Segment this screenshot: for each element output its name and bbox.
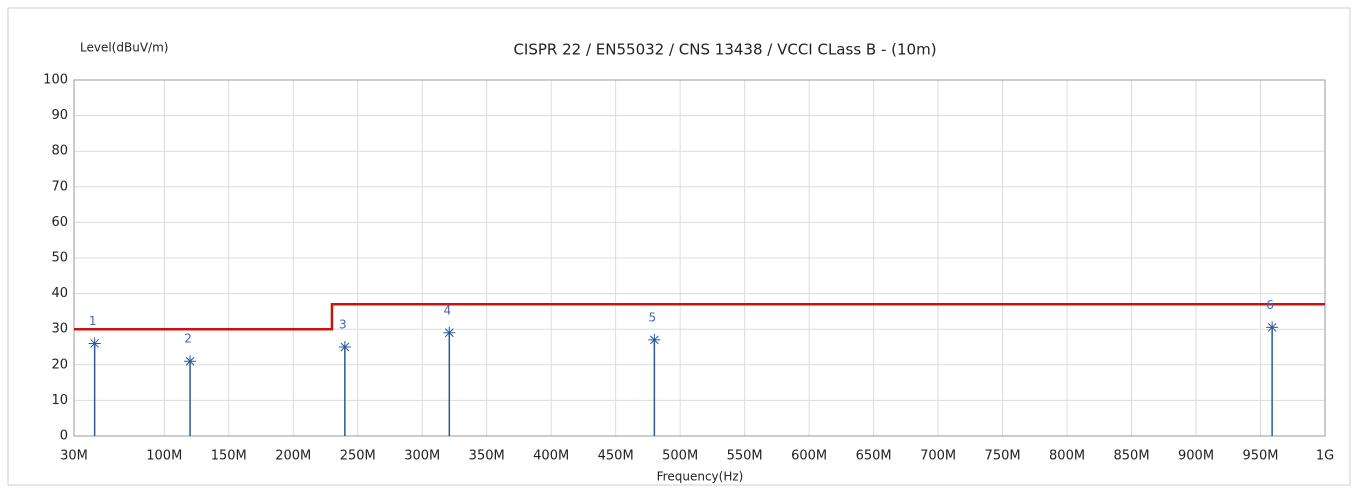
peak-label: 6 xyxy=(1266,298,1274,312)
y-tick-label: 90 xyxy=(51,108,68,123)
x-tick-label: 850M xyxy=(1114,449,1150,464)
peak-label: 2 xyxy=(184,332,192,346)
y-tick-label: 30 xyxy=(51,322,68,337)
x-tick-label: 30M xyxy=(60,449,88,464)
y-tick-label: 0 xyxy=(60,429,68,444)
peak-label: 5 xyxy=(649,310,657,324)
x-tick-label: 150M xyxy=(211,449,247,464)
x-tick-label: 700M xyxy=(920,449,956,464)
x-tick-label: 650M xyxy=(856,449,892,464)
x-tick-label: 900M xyxy=(1178,449,1214,464)
peak-marker xyxy=(338,341,351,353)
peak-marker xyxy=(184,355,197,368)
x-tick-label: 400M xyxy=(533,449,569,464)
y-tick-label: 60 xyxy=(51,215,68,230)
x-tick-label: 300M xyxy=(404,449,440,464)
peak-marker xyxy=(648,333,661,346)
chart-frame xyxy=(7,7,1351,486)
y-tick-label: 50 xyxy=(51,251,68,266)
y-tick-label: 40 xyxy=(51,286,68,301)
y-tick-label: 70 xyxy=(51,179,68,194)
x-tick-label: 950M xyxy=(1242,449,1278,464)
chart-title: CISPR 22 / EN55032 / CNS 13438 / VCCI CL… xyxy=(513,41,936,59)
x-tick-label: 250M xyxy=(340,449,376,464)
y-tick-label: 100 xyxy=(43,73,68,88)
y-tick-label: 20 xyxy=(51,357,68,372)
plot-area xyxy=(73,79,1326,437)
x-tick-label: 750M xyxy=(985,449,1021,464)
peak-label: 3 xyxy=(339,318,347,332)
y-axis-label: Level(dBuV/m) xyxy=(80,41,168,55)
peak-label: 4 xyxy=(443,303,451,317)
y-tick-label: 80 xyxy=(51,144,68,159)
y-tick-label: 10 xyxy=(51,393,68,408)
x-tick-label: 100M xyxy=(146,449,182,464)
x-tick-label: 200M xyxy=(275,449,311,464)
x-tick-label: 600M xyxy=(791,449,827,464)
peak-marker xyxy=(88,337,101,350)
x-tick-label: 550M xyxy=(727,449,763,464)
peak-marker xyxy=(1266,321,1279,334)
limit-line xyxy=(74,303,1325,331)
x-tick-label: 800M xyxy=(1049,449,1085,464)
x-axis-label: Frequency(Hz) xyxy=(657,470,744,484)
x-tick-label: 500M xyxy=(662,449,698,464)
x-tick-label: 450M xyxy=(598,449,634,464)
peak-marker xyxy=(443,326,456,339)
x-tick-label: 1G xyxy=(1316,449,1334,464)
x-tick-label: 350M xyxy=(469,449,505,464)
peak-label: 1 xyxy=(89,314,97,328)
